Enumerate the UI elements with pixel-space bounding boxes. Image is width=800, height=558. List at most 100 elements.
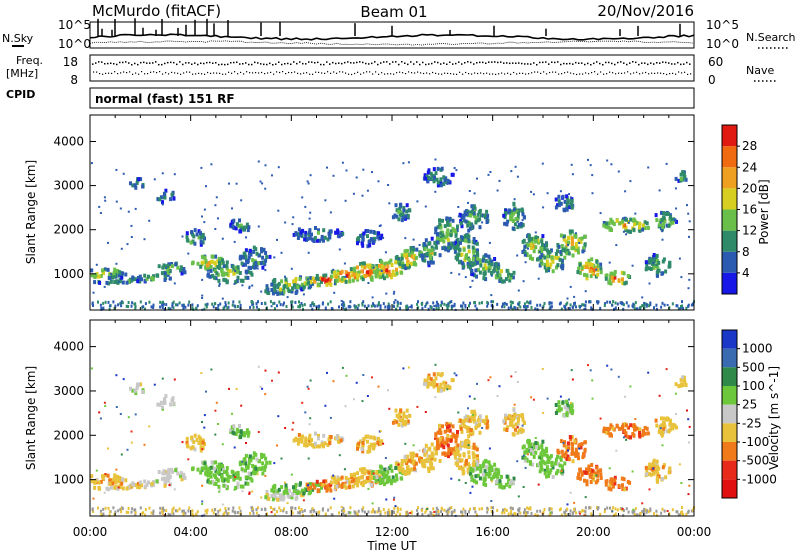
velocity-cell [208,481,211,485]
freq-mark [443,62,445,64]
velocity-cell [216,471,219,475]
power-cell [162,306,164,309]
velocity-cell [557,400,560,404]
power-cell [596,273,599,277]
velocity-cell [362,437,365,441]
velocity-cell [467,407,469,409]
power-cell [584,235,587,239]
power-cell [472,280,474,282]
power-cell [510,170,512,172]
velocity-cell [529,506,531,509]
velocity-cell [479,431,482,435]
nave-mark [237,73,238,74]
velocity-cell [575,511,577,514]
power-cell [223,307,225,310]
power-cell [528,234,531,238]
power-cell [599,307,601,310]
velocity-cell [590,512,592,515]
power-cell [309,218,311,220]
power-cell [310,304,312,307]
velocity-cell [252,456,255,460]
velocity-cell [472,456,475,460]
velocity-cell [680,482,682,484]
power-cell [126,305,128,308]
velocity-cell [501,511,503,514]
power-cell [486,301,488,304]
power-cell [264,188,266,190]
power-cell [165,267,167,269]
velocity-cell [484,469,487,473]
freq-mark [380,62,382,64]
velocity-cell [486,507,488,510]
power-cell [145,302,147,305]
power-cell [474,301,476,304]
power-cell [523,249,525,251]
power-cell [588,263,591,267]
power-cell [159,306,161,309]
velocity-cell [617,508,619,511]
power-cell [291,268,293,270]
power-cell [649,283,651,285]
velocity-cell [566,508,568,511]
power-cell [565,207,568,211]
power-cell [380,260,383,264]
velocity-cell [417,506,419,509]
nave-mark [528,73,529,74]
power-cell [385,293,387,295]
velocity-cell [304,509,306,512]
velocity-cell [438,428,441,432]
power-cell [124,273,127,277]
freq-mark [527,63,529,64]
velocity-cell [541,449,544,453]
velocity-cell [629,423,632,427]
power-cell [646,303,648,306]
velocity-cell [523,421,526,425]
velocity-cell [440,510,442,513]
power-cell [556,249,559,253]
freq-mark [395,61,397,63]
power-cell [623,271,626,275]
freq-mark [629,62,631,64]
velocity-cell [451,511,453,514]
power-cell [551,256,554,260]
nave-mark [507,73,508,74]
velocity-cell [342,367,344,369]
velocity-cell [661,424,664,428]
power-cell [360,270,363,274]
power-cell [236,270,239,274]
velocity-cell [330,435,333,439]
nave-mark [396,72,397,73]
velocity-cell [342,512,344,515]
power-cell [524,245,527,249]
power-cell [112,272,115,276]
power-cell [458,260,461,264]
nave-mark [492,73,493,74]
velocity-cell [338,511,340,514]
power-cell [590,257,593,261]
power-cell [509,215,512,219]
freq-mark [218,64,220,66]
velocity-cell [260,386,262,388]
power-cell [136,279,139,283]
nave-mark [525,74,526,75]
velocity-cell [605,483,608,487]
power-cell [251,258,254,262]
freq-mark [437,62,439,64]
power-cell [163,192,166,196]
power-cell [243,251,246,255]
power-cell [362,261,365,265]
freq-mark [92,63,94,65]
power-cell [542,163,544,165]
power-cell [559,258,562,262]
velocity-cell [349,506,351,509]
power-cell [572,254,575,258]
velocity-cell [430,382,433,386]
freq-mark [155,61,157,63]
velocity-cell [424,382,427,386]
power-cell [134,302,136,305]
power-cell [242,228,245,232]
power-cell [162,301,164,304]
power-cell [659,189,661,191]
freq-mark [578,63,580,65]
